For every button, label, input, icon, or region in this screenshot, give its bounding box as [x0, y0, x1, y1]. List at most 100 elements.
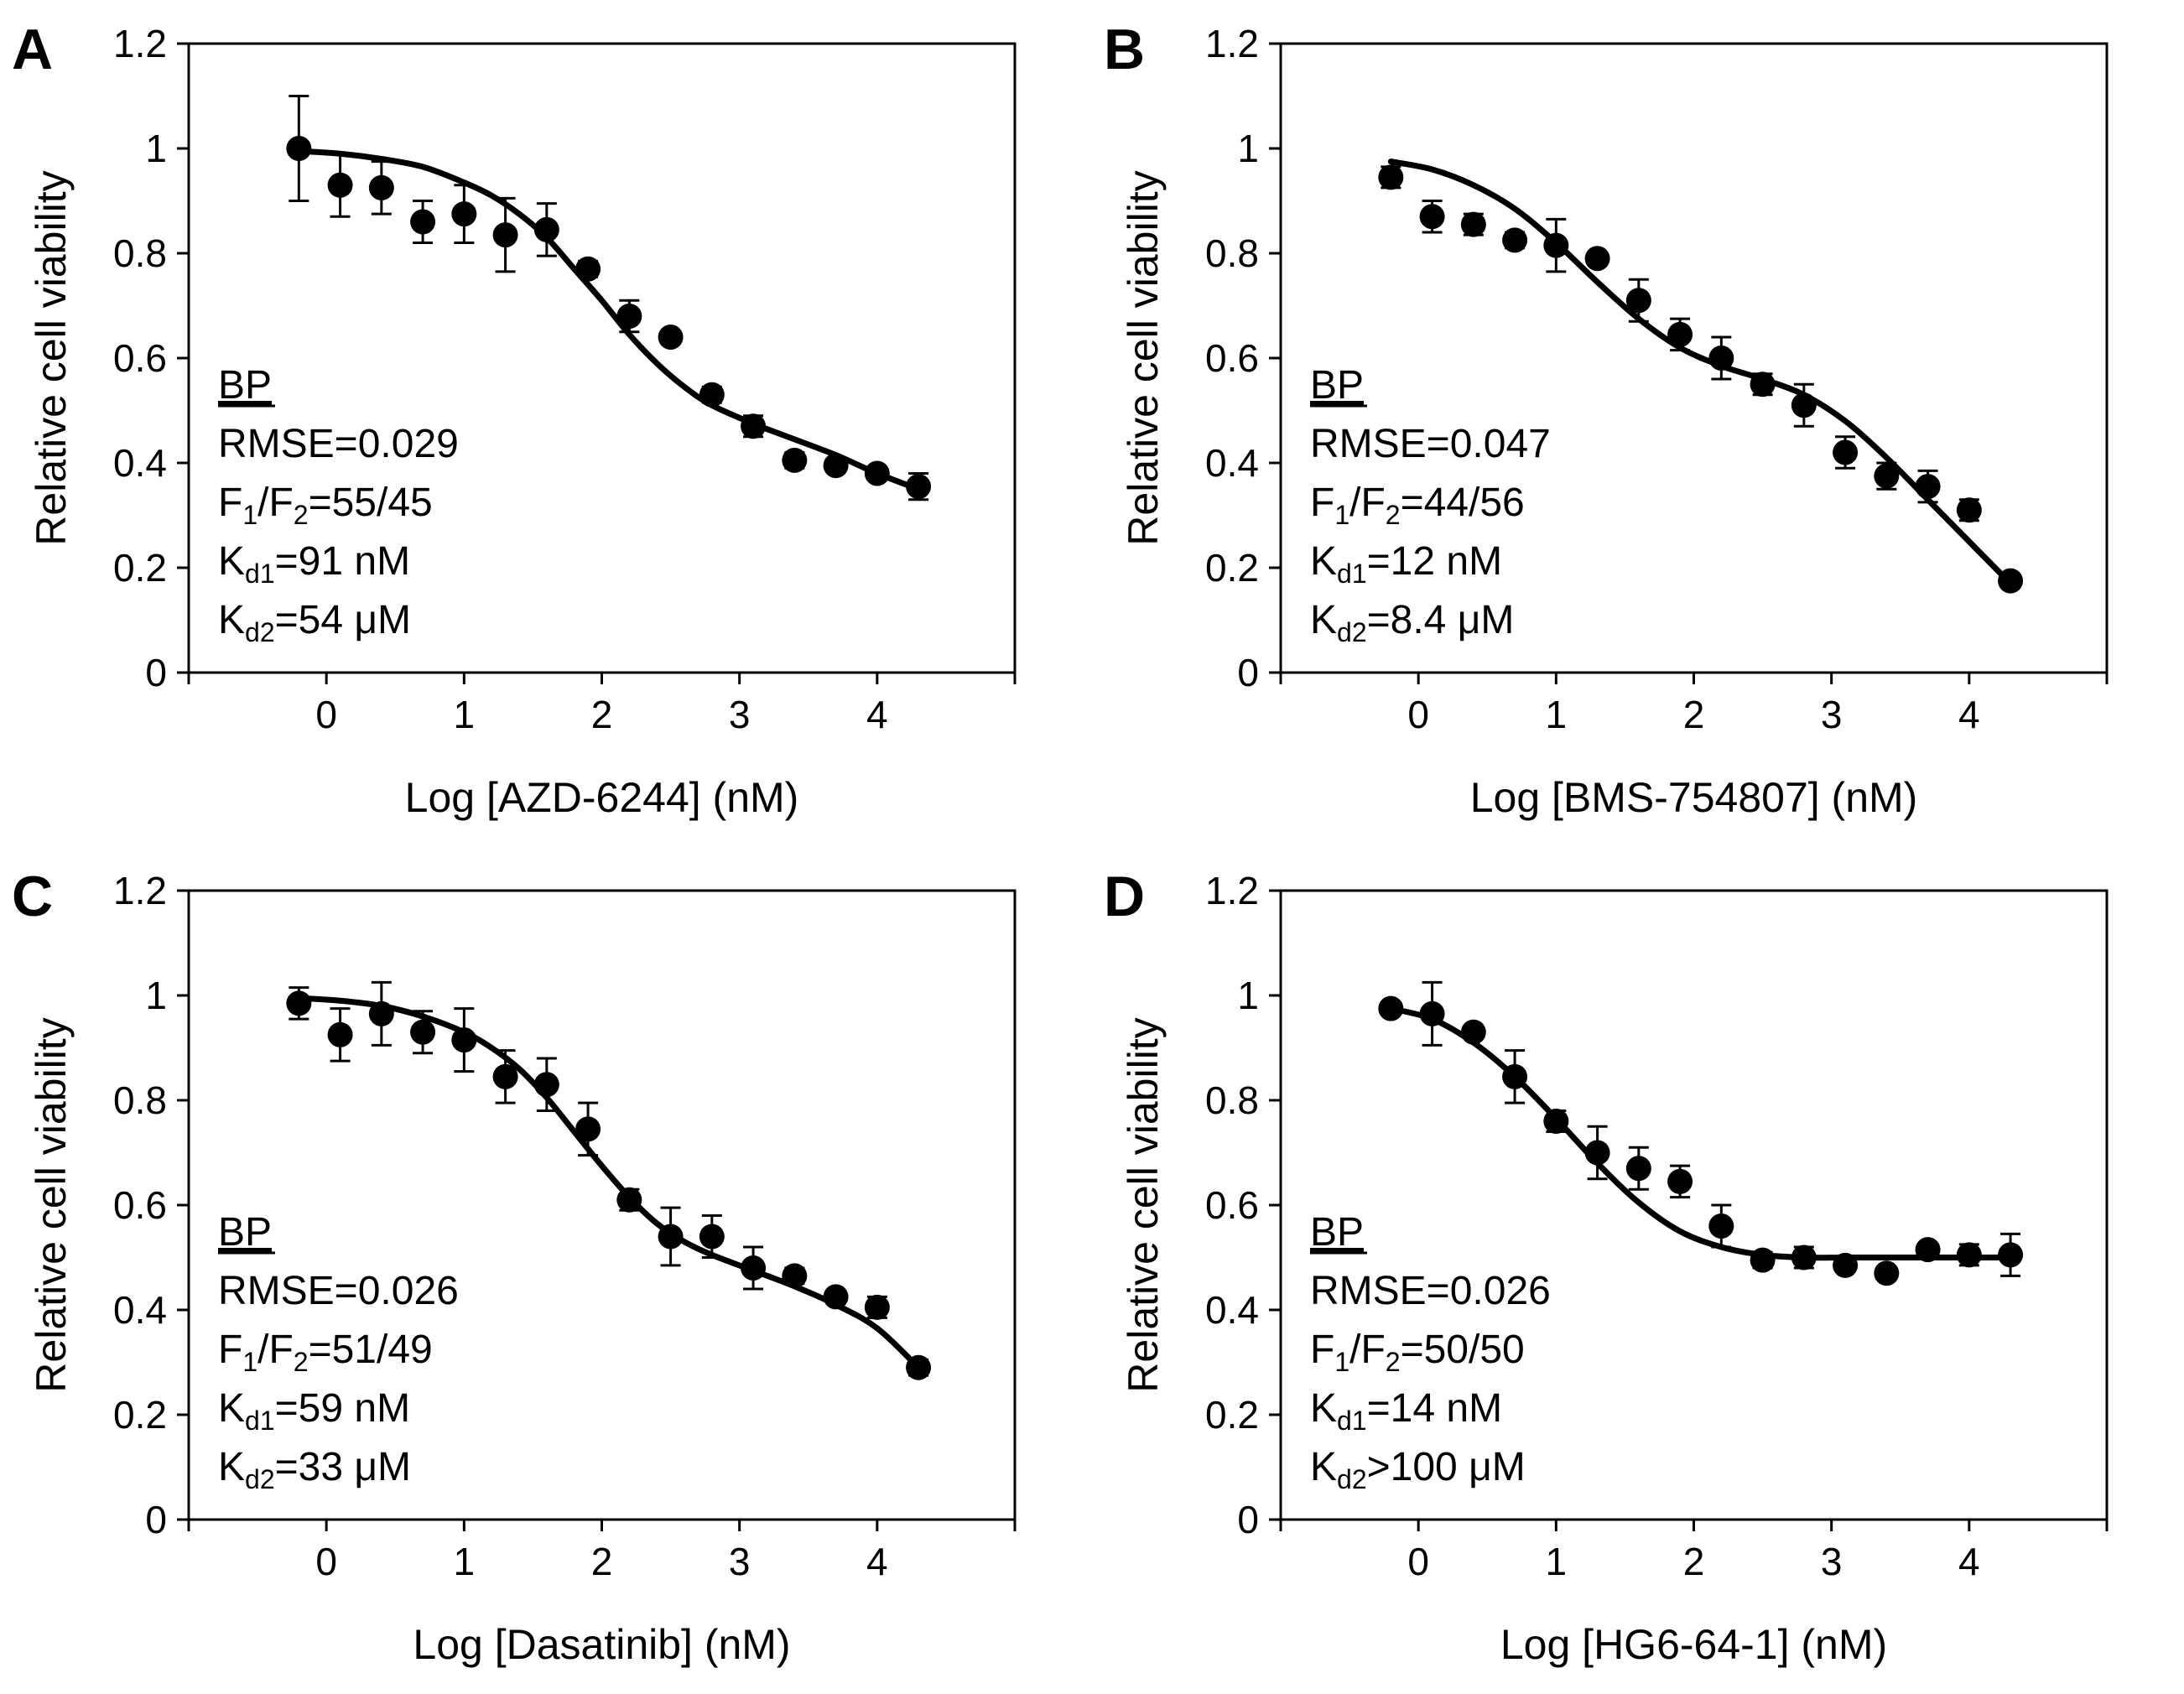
y-tick-label: 0.8	[1205, 1078, 1259, 1122]
annotation-kd1-part: d1	[1337, 559, 1367, 589]
data-point	[492, 222, 518, 248]
data-point	[699, 382, 725, 408]
y-tick-label: 1	[145, 127, 167, 170]
chart-panel-a: A 0 0.2 0.4 0.6 0.8 1 1.2 0 1 2 3 4 Log [AZD-6244] (n…	[0, 0, 1092, 847]
chart-panel-d: D 0 0.2 0.4 0.6 0.8 1 1.2 0 1 2 3 4 Log [HG6-64-1] (n…	[1092, 847, 2184, 1694]
annotation-rmse: RMSE=0.026	[218, 1269, 459, 1313]
chart-panel-c: C 0 0.2 0.4 0.6 0.8 1 1.2 0 1 2 3 4 Log [Dasatinib] (…	[0, 847, 1092, 1694]
x-tick-label: 4	[866, 1540, 888, 1583]
data-point	[1419, 1000, 1445, 1026]
data-point	[327, 172, 353, 198]
panel-letter: C	[12, 865, 53, 928]
data-point	[533, 216, 559, 242]
y-tick-label: 0	[1237, 651, 1259, 694]
y-tick-label: 1.2	[113, 22, 167, 65]
data-point	[1915, 474, 1941, 500]
data-point	[1956, 497, 1982, 523]
x-tick-label: 3	[729, 1540, 751, 1583]
data-point	[1460, 211, 1486, 237]
chart-svg-c: C 0 0.2 0.4 0.6 0.8 1 1.2 0 1 2 3 4 Log [Dasatinib] (…	[12, 865, 1017, 1668]
y-tick-label: 0.6	[113, 1183, 167, 1227]
chart-svg-d: D 0 0.2 0.4 0.6 0.8 1 1.2 0 1 2 3 4 Log [HG6-64-1] (n…	[1104, 865, 2109, 1668]
y-tick-label: 0.8	[113, 231, 167, 275]
data-point	[823, 1284, 849, 1310]
y-tick-label: 0.4	[1205, 441, 1259, 485]
y-tick-label: 0.2	[1205, 1393, 1259, 1437]
y-tick-label: 1	[1237, 127, 1259, 170]
annotation-kd2: Kd2=54 μM	[218, 598, 411, 647]
data-point	[741, 413, 767, 439]
annotation-kd1-part: d1	[1337, 1406, 1367, 1436]
annotation-fraction: F1/F2=51/49	[218, 1328, 433, 1377]
data-point	[1419, 204, 1445, 230]
annotation-kd1: Kd1=59 nM	[218, 1386, 410, 1436]
data-point	[1378, 164, 1404, 190]
y-tick-label: 0.6	[1205, 1183, 1259, 1227]
annotation-kd2-part: K	[1310, 1445, 1337, 1489]
annotation-fraction-part: /F	[1349, 481, 1386, 525]
data-point	[1378, 995, 1404, 1021]
x-tick-label: 2	[1683, 1540, 1705, 1583]
data-point	[1584, 246, 1610, 272]
x-axis-title: Log [HG6-64-1] (nM)	[1500, 1621, 1887, 1668]
annotation-fraction-part: F	[1310, 1328, 1334, 1372]
annotation-rmse: RMSE=0.029	[218, 422, 459, 466]
data-point	[1833, 439, 1859, 465]
data-point	[823, 453, 849, 479]
data-point	[1791, 1245, 1817, 1270]
annotation-kd2-part: d2	[245, 1464, 275, 1494]
y-tick-label: 0.2	[1205, 546, 1259, 590]
y-tick-label: 0	[1237, 1498, 1259, 1541]
data-point	[368, 1000, 394, 1026]
annotation-rmse: RMSE=0.047	[1310, 422, 1551, 466]
fit-curve	[1387, 158, 2014, 587]
data-point	[1460, 1019, 1486, 1045]
data-point	[286, 136, 312, 161]
data-point	[1750, 372, 1776, 398]
chart-svg-b: B 0 0.2 0.4 0.6 0.8 1 1.2 0 1 2 3 4 Log [BMS-754807] …	[1104, 18, 2109, 821]
data-point	[782, 1263, 808, 1289]
annotation-fraction-part: /F	[257, 1328, 294, 1372]
annotation-fraction-part: 1	[242, 1347, 257, 1377]
x-tick-label: 4	[866, 693, 888, 736]
x-tick-label: 1	[1546, 1540, 1568, 1583]
data-point	[864, 1294, 890, 1320]
data-point	[1915, 1237, 1941, 1263]
data-point	[451, 1027, 477, 1053]
annotation-kd2-part: >100 μM	[1367, 1445, 1526, 1489]
annotation-kd2: Kd2=33 μM	[218, 1445, 411, 1494]
data-point	[1874, 463, 1900, 489]
annotation-fraction-part: 1	[1334, 1347, 1349, 1377]
data-point	[1584, 1140, 1610, 1166]
x-tick-label: 0	[315, 693, 337, 736]
annotation-kd2-part: =33 μM	[275, 1445, 411, 1489]
data-point	[1502, 1063, 1528, 1089]
annotation-kd2-part: d2	[245, 617, 275, 647]
y-tick-label: 0.8	[113, 1078, 167, 1122]
annotation-fraction-part: =50/50	[1401, 1328, 1525, 1372]
data-point	[699, 1224, 725, 1250]
data-point	[1874, 1260, 1900, 1286]
panel-letter: D	[1104, 865, 1145, 928]
y-tick-label: 1	[145, 974, 167, 1017]
annotation-fraction-part: =51/49	[309, 1328, 433, 1372]
annotation-fraction-part: F	[218, 481, 242, 525]
annotation-fraction-part: 1	[242, 500, 257, 530]
data-point	[1543, 1109, 1569, 1134]
annotation-kd1: Kd1=91 nM	[218, 539, 410, 589]
y-axis-title: Relative cell viability	[1120, 1017, 1167, 1392]
y-tick-label: 1	[1237, 974, 1259, 1017]
data-point	[782, 447, 808, 473]
x-tick-label: 0	[1407, 693, 1429, 736]
data-point	[575, 1116, 601, 1142]
annotation-title: BP	[218, 1210, 272, 1255]
annotation-kd2-part: K	[218, 598, 245, 642]
data-point	[864, 460, 890, 486]
data-point	[1708, 1213, 1734, 1239]
annotation-kd1-part: =91 nM	[275, 539, 410, 584]
annotation-fraction-part: /F	[257, 481, 294, 525]
y-tick-label: 0.4	[1205, 1288, 1259, 1332]
annotation-fraction-part: 2	[294, 1347, 309, 1377]
annotation-kd1-part: d1	[245, 559, 275, 589]
data-point	[533, 1072, 559, 1098]
